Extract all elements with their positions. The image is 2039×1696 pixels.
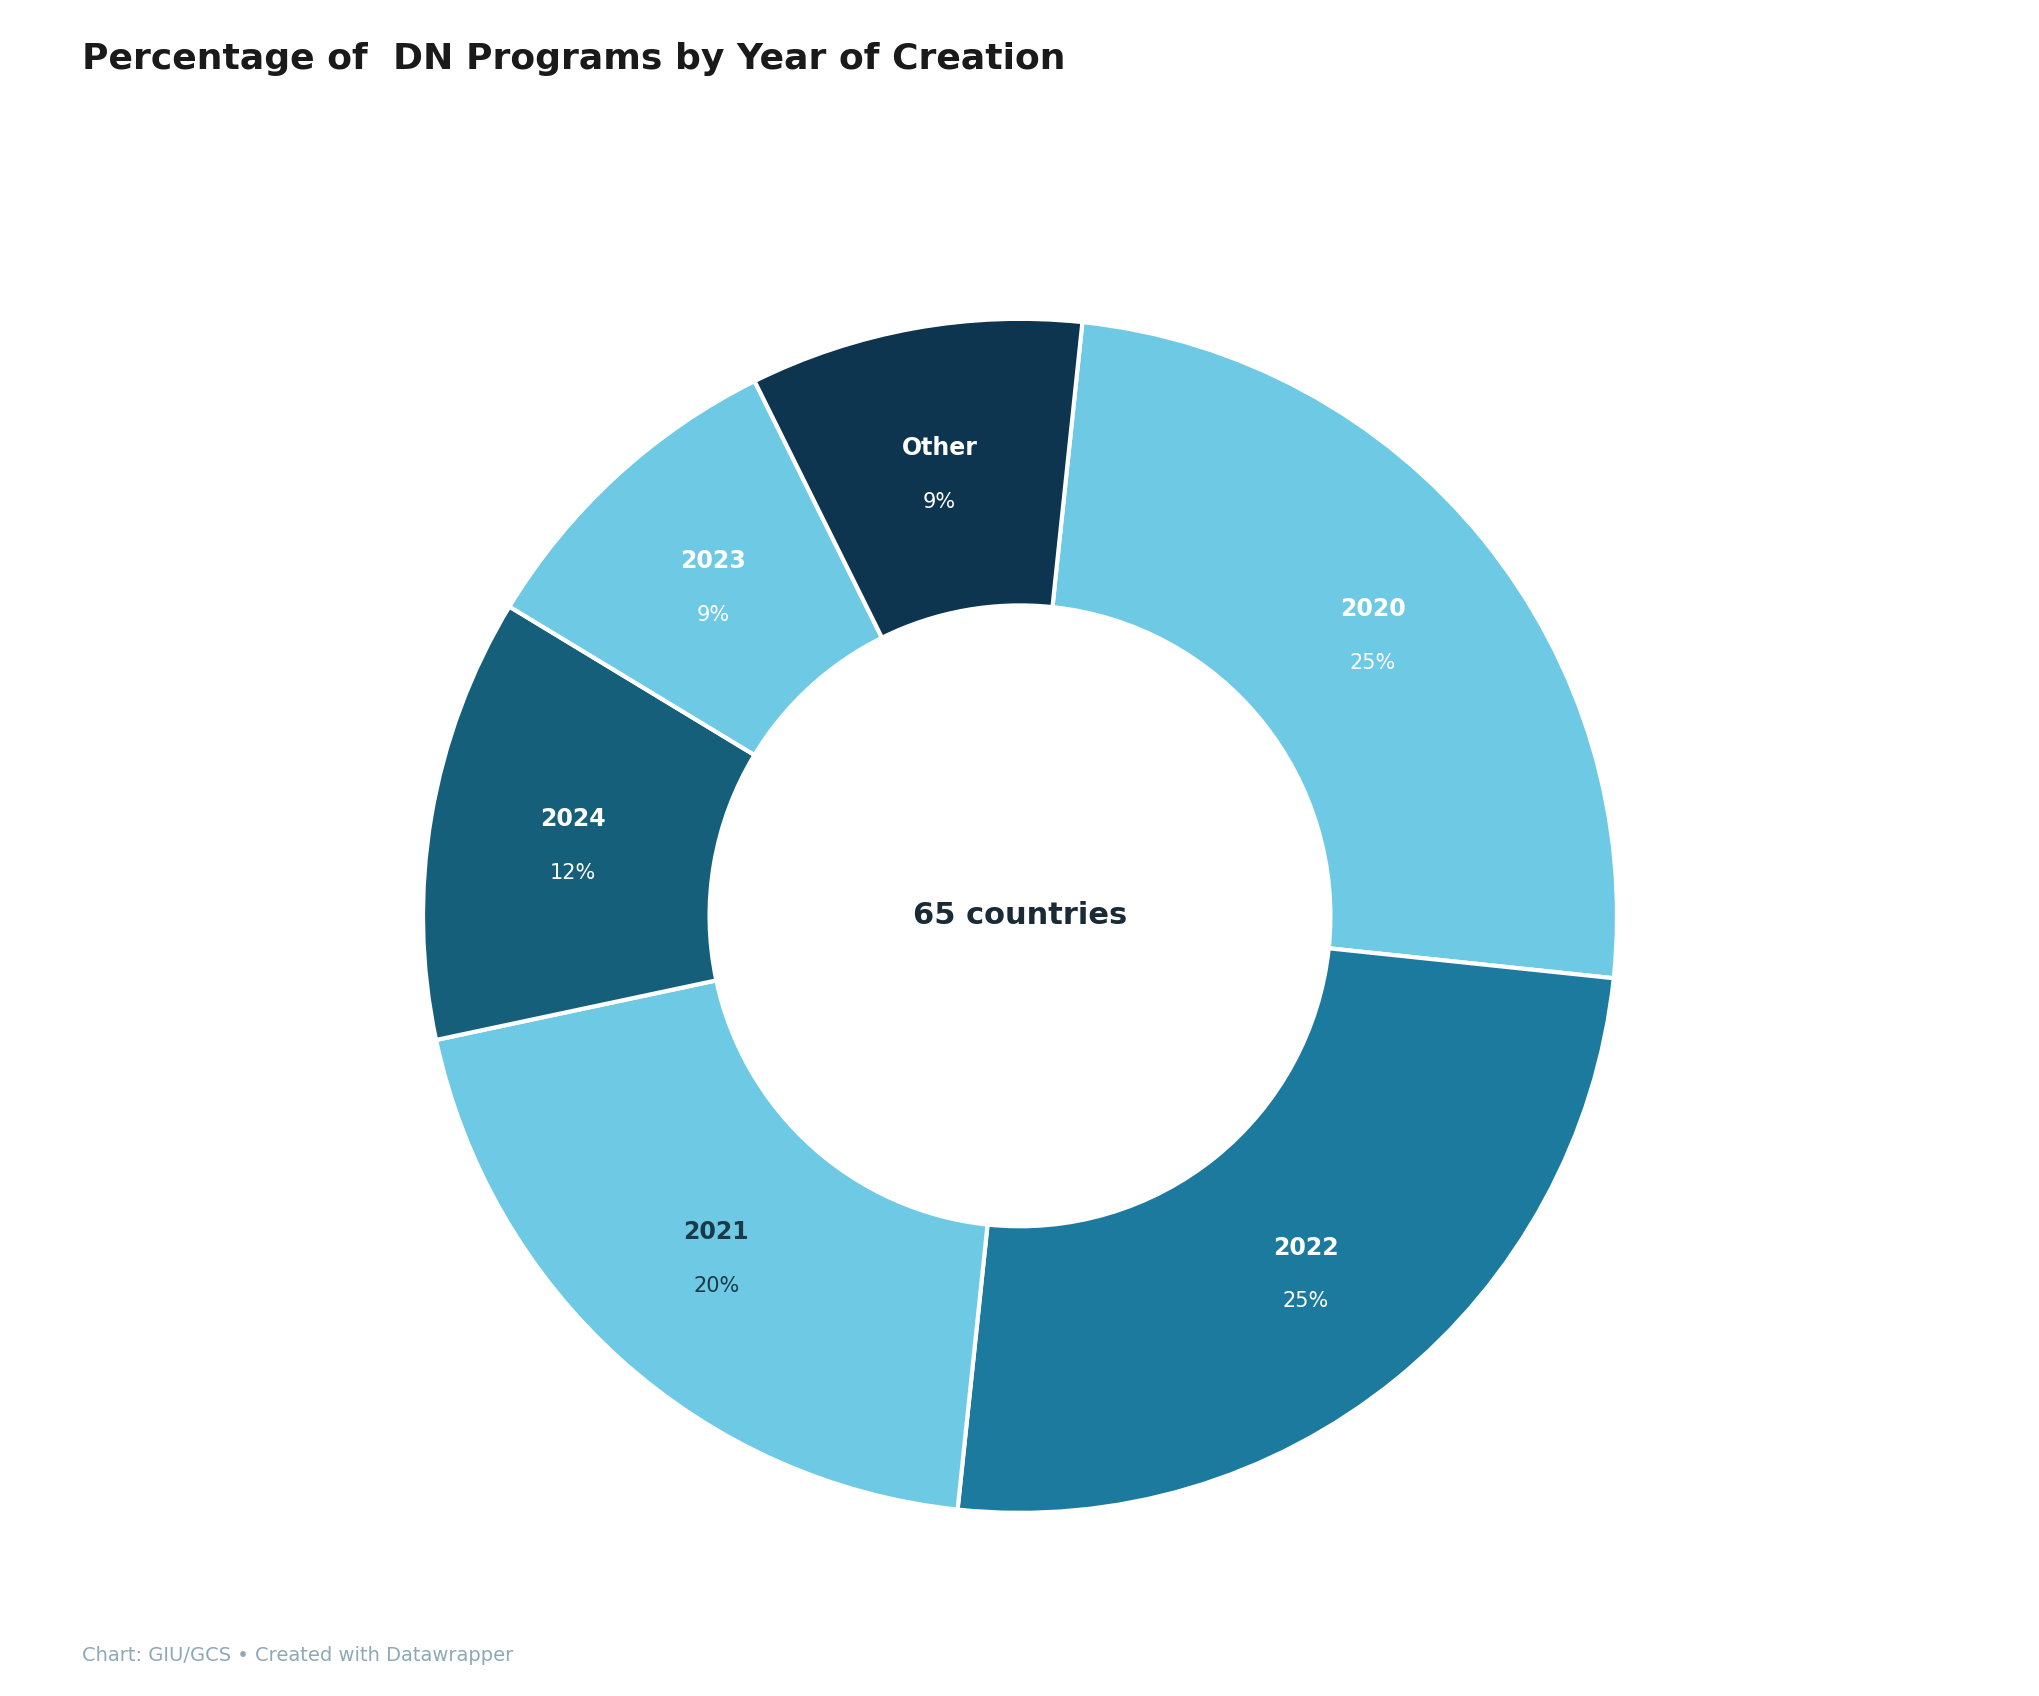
Text: 12%: 12% — [548, 863, 595, 884]
Text: 25%: 25% — [1350, 653, 1395, 673]
Text: 20%: 20% — [693, 1275, 740, 1296]
Text: 65 countries: 65 countries — [911, 901, 1128, 931]
Wedge shape — [422, 607, 754, 1040]
Text: 2020: 2020 — [1340, 597, 1405, 621]
Wedge shape — [1052, 322, 1617, 979]
Wedge shape — [436, 980, 987, 1509]
Text: 2023: 2023 — [679, 550, 746, 573]
Text: Percentage of  DN Programs by Year of Creation: Percentage of DN Programs by Year of Cre… — [82, 42, 1064, 76]
Text: 2021: 2021 — [683, 1219, 748, 1245]
Text: 25%: 25% — [1283, 1291, 1327, 1311]
Text: 2022: 2022 — [1272, 1236, 1338, 1260]
Text: 9%: 9% — [695, 605, 730, 624]
Text: Chart: GIU/GCS • Created with Datawrapper: Chart: GIU/GCS • Created with Datawrappe… — [82, 1647, 512, 1665]
Wedge shape — [956, 948, 1613, 1513]
Text: 2024: 2024 — [540, 807, 606, 831]
Text: Other: Other — [901, 436, 977, 460]
Text: 9%: 9% — [922, 492, 956, 512]
Wedge shape — [510, 382, 881, 755]
Wedge shape — [754, 319, 1083, 638]
